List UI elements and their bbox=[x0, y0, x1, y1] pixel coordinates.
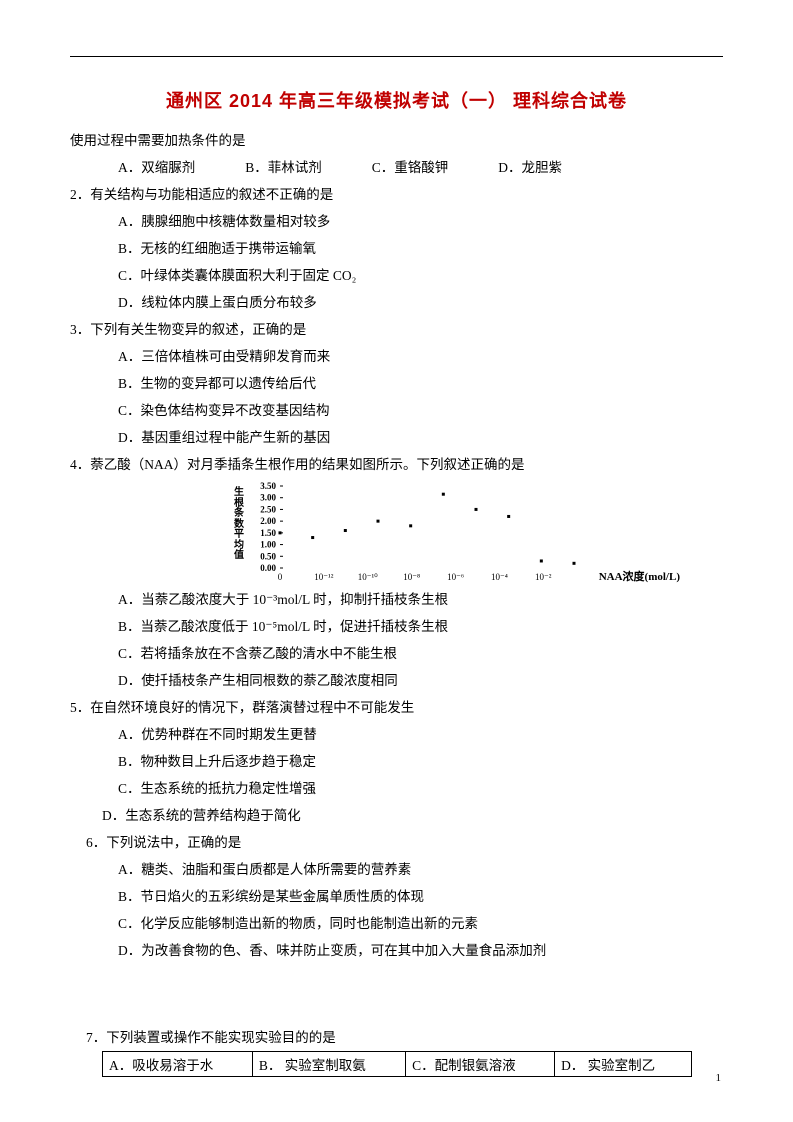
q0-opt-b: B．菲林试剂 bbox=[245, 154, 322, 181]
svg-text:0.00: 0.00 bbox=[260, 563, 276, 573]
q6-stem: 6．下列说法中，正确的是 bbox=[70, 829, 723, 856]
page-title: 通州区 2014 年高三年级模拟考试（一） 理科综合试卷 bbox=[70, 87, 723, 113]
svg-text:1.50: 1.50 bbox=[260, 528, 276, 538]
svg-text:10⁻⁸: 10⁻⁸ bbox=[403, 572, 420, 582]
q6-opt-d: D．为改善食物的色、香、味并防止变质，可在其中加入大量食品添加剂 bbox=[70, 937, 723, 964]
q3-stem: 3．下列有关生物变异的叙述，正确的是 bbox=[70, 316, 723, 343]
svg-text:1.00: 1.00 bbox=[260, 540, 276, 550]
q7-stem: 7．下列装置或操作不能实现实验目的的是 bbox=[70, 1024, 723, 1051]
q0-opt-a: A．双缩脲剂 bbox=[118, 154, 195, 181]
q3-opt-c: C．染色体结构变异不改变基因结构 bbox=[70, 397, 723, 424]
q3-opt-d: D．基因重组过程中能产生新的基因 bbox=[70, 424, 723, 451]
svg-text:0: 0 bbox=[278, 572, 283, 582]
q3-opt-a: A．三倍体植株可由受精卵发育而来 bbox=[70, 343, 723, 370]
q0-opt-d: D．龙胆紫 bbox=[498, 154, 562, 181]
q2-opt-b: B．无核的红细胞适于携带运输氧 bbox=[70, 235, 723, 262]
q2-opt-d: D．线粒体内膜上蛋白质分布较多 bbox=[70, 289, 723, 316]
naa-chart: 生根条数平均值 3.503.002.502.001.501.000.500.00… bbox=[240, 482, 580, 582]
q6-opt-c: C．化学反应能够制造出新的物质，同时也能制造出新的元素 bbox=[70, 910, 723, 937]
chart-ylabel: 生根条数平均值 bbox=[234, 488, 246, 562]
q7-cell-b: B． 实验室制取氨 bbox=[252, 1052, 405, 1077]
svg-text:10⁻⁴: 10⁻⁴ bbox=[491, 572, 508, 582]
q7-cell-d: D． 实验室制乙 bbox=[555, 1052, 692, 1077]
q5-opt-d: D．生态系统的营养结构趋于简化 bbox=[70, 802, 723, 829]
q0-opt-c: C．重铬酸钾 bbox=[372, 154, 449, 181]
q7-table: A．吸收易溶于水 B． 实验室制取氨 C．配制银氨溶液 D． 实验室制乙 bbox=[102, 1051, 692, 1077]
q5-opt-c: C．生态系统的抵抗力稳定性增强 bbox=[70, 775, 723, 802]
svg-text:10⁻¹⁰: 10⁻¹⁰ bbox=[358, 572, 378, 582]
q4-stem: 4．萘乙酸（NAA）对月季插条生根作用的结果如图所示。下列叙述正确的是 bbox=[70, 451, 723, 478]
q4-opt-b: B．当萘乙酸浓度低于 10⁻⁵mol/L 时，促进扦插枝条生根 bbox=[70, 613, 723, 640]
q5-stem: 5．在自然环境良好的情况下，群落演替过程中不可能发生 bbox=[70, 694, 723, 721]
table-row: A．吸收易溶于水 B． 实验室制取氨 C．配制银氨溶液 D． 实验室制乙 bbox=[103, 1052, 692, 1077]
q6-opt-b: B．节日焰火的五彩缤纷是某些金属单质性质的体现 bbox=[70, 883, 723, 910]
q4-opt-a: A．当萘乙酸浓度大于 10⁻³mol/L 时，抑制扦插枝条生根 bbox=[70, 586, 723, 613]
svg-text:10⁻⁶: 10⁻⁶ bbox=[447, 572, 464, 582]
svg-text:2.50: 2.50 bbox=[260, 504, 276, 514]
q3-opt-b: B．生物的变异都可以遗传给后代 bbox=[70, 370, 723, 397]
page-number: 1 bbox=[716, 1072, 722, 1084]
top-rule bbox=[70, 56, 723, 57]
q0-options: A．双缩脲剂 B．菲林试剂 C．重铬酸钾 D．龙胆紫 bbox=[70, 154, 723, 181]
chart-xlabel: NAA浓度(mol/L) bbox=[599, 568, 680, 584]
svg-text:10⁻¹²: 10⁻¹² bbox=[314, 572, 333, 582]
q4-opt-d: D．使扦插枝条产生相同根数的萘乙酸浓度相同 bbox=[70, 667, 723, 694]
q7-cell-a: A．吸收易溶于水 bbox=[103, 1052, 253, 1077]
svg-text:2.00: 2.00 bbox=[260, 516, 276, 526]
q5-opt-b: B．物种数目上升后逐步趋于稳定 bbox=[70, 748, 723, 775]
q4-opt-c: C．若将插条放在不含萘乙酸的清水中不能生根 bbox=[70, 640, 723, 667]
svg-text:3.50: 3.50 bbox=[260, 482, 276, 491]
q6-opt-a: A．糖类、油脂和蛋白质都是人体所需要的营养素 bbox=[70, 856, 723, 883]
svg-text:0.50: 0.50 bbox=[260, 551, 276, 561]
exam-page: 通州区 2014 年高三年级模拟考试（一） 理科综合试卷 使用过程中需要加热条件… bbox=[0, 0, 793, 1122]
q2-stem: 2．有关结构与功能相适应的叙述不正确的是 bbox=[70, 181, 723, 208]
q2-opt-c: C．叶绿体类囊体膜面积大利于固定 CO₂ bbox=[70, 262, 723, 289]
svg-text:3.00: 3.00 bbox=[260, 493, 276, 503]
q2-opt-a: A．胰腺细胞中核糖体数量相对较多 bbox=[70, 208, 723, 235]
q0-stem: 使用过程中需要加热条件的是 bbox=[70, 127, 723, 154]
q5-opt-a: A．优势种群在不同时期发生更替 bbox=[70, 721, 723, 748]
q7-cell-c: C．配制银氨溶液 bbox=[406, 1052, 555, 1077]
chart-svg: 3.50 3.002.50 2.00 1.50 1.000.50 0.000 10⁻¹² 10… bbox=[240, 482, 580, 582]
svg-text:10⁻²: 10⁻² bbox=[535, 572, 552, 582]
